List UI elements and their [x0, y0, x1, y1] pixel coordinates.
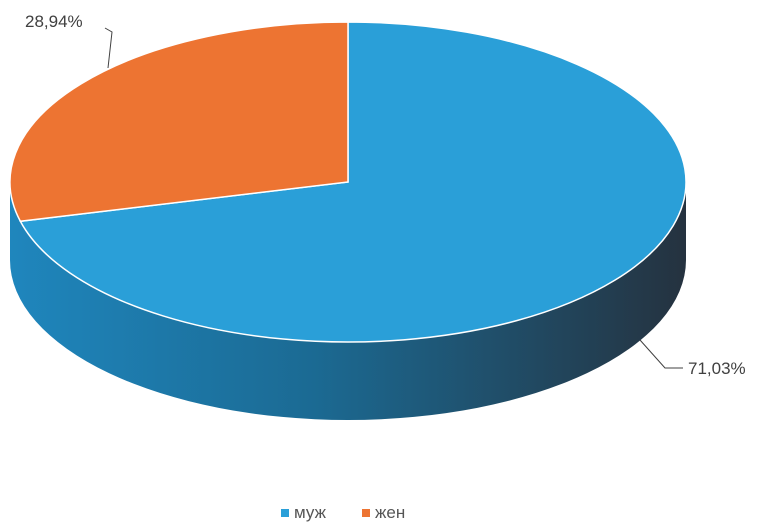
pie-slice-муж	[19, 21, 687, 343]
data-label-муж: 71,03%	[688, 359, 746, 378]
data-label-жен: 28,94%	[25, 12, 83, 31]
legend-label-муж: муж	[294, 503, 327, 522]
pie-side	[10, 182, 686, 420]
leader-line-жен	[104, 27, 113, 69]
legend-label-жен: жен	[375, 503, 405, 522]
legend-swatch-муж	[281, 509, 289, 517]
legend-swatch-жен	[362, 509, 370, 517]
pie-slice-жен	[9, 21, 349, 223]
legend: муж жен	[281, 503, 405, 522]
leader-line-муж	[639, 339, 683, 369]
